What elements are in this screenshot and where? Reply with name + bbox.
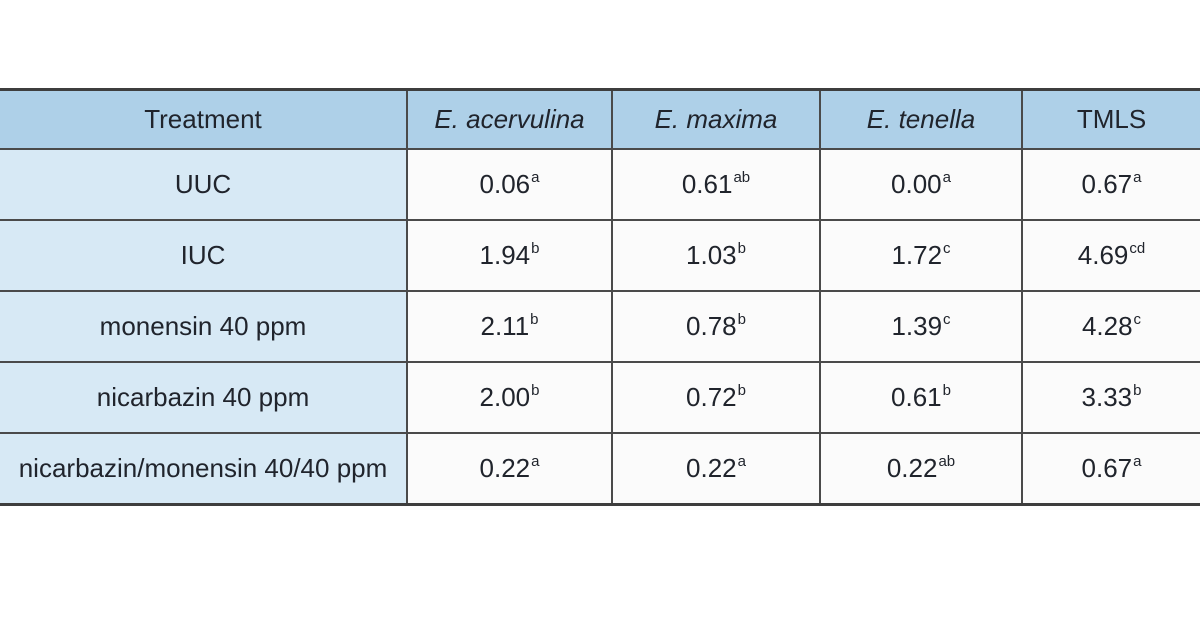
cell-value: 0.61 xyxy=(891,382,942,412)
cell-superscript: ab xyxy=(733,169,751,187)
value-cell: 0.22a xyxy=(406,432,613,506)
value-cell: 1.72c xyxy=(819,219,1023,292)
cell-value: 0.78 xyxy=(686,311,737,341)
table-row-nicarbazin: nicarbazin 40 ppm 2.00b 0.72b 0.61b 3.33… xyxy=(0,361,1200,434)
value-cell: 1.03b xyxy=(611,219,821,292)
cell-value: 1.72 xyxy=(891,240,943,270)
value-cell: 0.78b xyxy=(611,290,821,363)
cell-superscript: c xyxy=(1133,311,1142,329)
cell-value: 0.00 xyxy=(891,169,942,199)
cell-value: 0.22 xyxy=(479,453,531,483)
value-cell: 1.39c xyxy=(819,290,1023,363)
value-cell: 0.72b xyxy=(611,361,821,434)
value-cell: 0.67a xyxy=(1021,148,1200,221)
value-cell: 2.00b xyxy=(406,361,613,434)
cell-value: 4.28 xyxy=(1081,311,1133,341)
cell-superscript: c xyxy=(943,240,951,258)
cell-superscript: b xyxy=(737,311,746,329)
column-header-e-maxima: E. maxima xyxy=(611,88,821,150)
column-header-e-tenella: E. tenella xyxy=(819,88,1023,150)
row-label: monensin 40 ppm xyxy=(0,290,408,363)
column-header-e-acervulina: E. acervulina xyxy=(406,88,613,150)
cell-superscript: cd xyxy=(1129,240,1146,258)
cell-value: 1.03 xyxy=(686,240,737,270)
cell-superscript: b xyxy=(530,311,539,329)
cell-value: 2.11 xyxy=(480,311,530,341)
cell-superscript: b xyxy=(737,240,746,258)
results-table: Treatment E. acervulina E. maxima E. ten… xyxy=(0,88,1200,506)
value-cell: 0.61ab xyxy=(611,148,821,221)
results-table-wrapper: Treatment E. acervulina E. maxima E. ten… xyxy=(0,88,1200,506)
table-row-uuc: UUC 0.06a 0.61ab 0.00a 0.67a xyxy=(0,148,1200,221)
column-header-tmls: TMLS xyxy=(1021,88,1200,150)
cell-value: 1.94 xyxy=(479,240,531,270)
cell-superscript: b xyxy=(737,382,746,400)
row-label: nicarbazin 40 ppm xyxy=(0,361,408,434)
cell-value: 0.06 xyxy=(479,169,531,199)
value-cell: 0.67a xyxy=(1021,432,1200,506)
table-row-nicarbazin-monensin: nicarbazin/monensin 40/40 ppm 0.22a 0.22… xyxy=(0,432,1200,506)
value-cell: 0.22a xyxy=(611,432,821,506)
value-cell: 3.33b xyxy=(1021,361,1200,434)
cell-superscript: a xyxy=(737,453,746,471)
row-label: UUC xyxy=(0,148,408,221)
cell-superscript: c xyxy=(943,311,951,329)
table-header-row: Treatment E. acervulina E. maxima E. ten… xyxy=(0,88,1200,150)
cell-value: 3.33 xyxy=(1081,382,1133,412)
value-cell: 2.11b xyxy=(406,290,613,363)
column-header-treatment: Treatment xyxy=(0,88,408,150)
value-cell: 4.69cd xyxy=(1021,219,1200,292)
value-cell: 0.06a xyxy=(406,148,613,221)
cell-value: 0.67 xyxy=(1081,169,1133,199)
table-row-iuc: IUC 1.94b 1.03b 1.72c 4.69cd xyxy=(0,219,1200,292)
cell-value: 0.22 xyxy=(686,453,737,483)
cell-superscript: ab xyxy=(938,453,956,471)
value-cell: 0.22ab xyxy=(819,432,1023,506)
cell-superscript: a xyxy=(1133,169,1142,187)
cell-superscript: a xyxy=(531,169,540,187)
cell-value: 4.69 xyxy=(1077,240,1129,270)
table-row-monensin: monensin 40 ppm 2.11b 0.78b 1.39c 4.28c xyxy=(0,290,1200,363)
cell-value: 0.61 xyxy=(681,169,733,199)
cell-superscript: a xyxy=(1133,453,1142,471)
row-label: nicarbazin/monensin 40/40 ppm xyxy=(0,432,408,506)
cell-value: 1.39 xyxy=(891,311,943,341)
value-cell: 0.61b xyxy=(819,361,1023,434)
cell-value: 2.00 xyxy=(479,382,531,412)
cell-superscript: b xyxy=(531,240,540,258)
value-cell: 1.94b xyxy=(406,219,613,292)
row-label: IUC xyxy=(0,219,408,292)
cell-superscript: b xyxy=(1133,382,1142,400)
cell-value: 0.72 xyxy=(686,382,737,412)
cell-superscript: a xyxy=(531,453,540,471)
cell-value: 0.67 xyxy=(1081,453,1133,483)
value-cell: 4.28c xyxy=(1021,290,1200,363)
value-cell: 0.00a xyxy=(819,148,1023,221)
cell-superscript: b xyxy=(531,382,540,400)
cell-superscript: b xyxy=(942,382,951,400)
cell-superscript: a xyxy=(942,169,951,187)
cell-value: 0.22 xyxy=(886,453,938,483)
